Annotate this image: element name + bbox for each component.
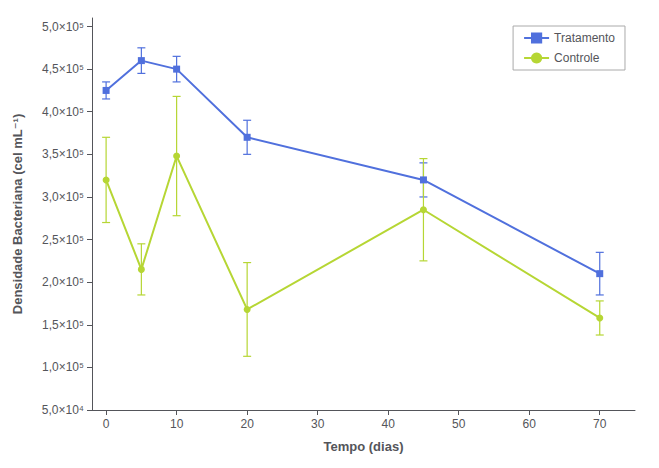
svg-text:4,5×10⁵: 4,5×10⁵	[42, 62, 84, 76]
svg-text:60: 60	[523, 417, 537, 431]
svg-text:30: 30	[311, 417, 325, 431]
svg-text:Tempo (dias): Tempo (dias)	[324, 439, 404, 454]
svg-text:10: 10	[170, 417, 184, 431]
svg-text:50: 50	[452, 417, 466, 431]
svg-text:40: 40	[382, 417, 396, 431]
svg-text:1,5×10⁵: 1,5×10⁵	[42, 318, 84, 332]
svg-text:20: 20	[240, 417, 254, 431]
svg-text:2,5×10⁵: 2,5×10⁵	[42, 233, 84, 247]
svg-text:5,0×10⁵: 5,0×10⁵	[42, 20, 84, 34]
svg-text:4,0×10⁵: 4,0×10⁵	[42, 105, 84, 119]
svg-text:Tratamento: Tratamento	[554, 31, 615, 45]
svg-text:3,0×10⁵: 3,0×10⁵	[42, 190, 84, 204]
svg-text:3,5×10⁵: 3,5×10⁵	[42, 147, 84, 161]
svg-text:0: 0	[103, 417, 110, 431]
svg-text:Densidade Bacteriana (cel mL⁻¹: Densidade Bacteriana (cel mL⁻¹)	[10, 114, 25, 314]
svg-text:70: 70	[593, 417, 607, 431]
svg-text:1,0×10⁵: 1,0×10⁵	[42, 360, 84, 374]
svg-text:Controle: Controle	[554, 51, 600, 65]
svg-text:2,0×10⁵: 2,0×10⁵	[42, 275, 84, 289]
svg-text:5,0×10⁴: 5,0×10⁴	[42, 403, 84, 417]
